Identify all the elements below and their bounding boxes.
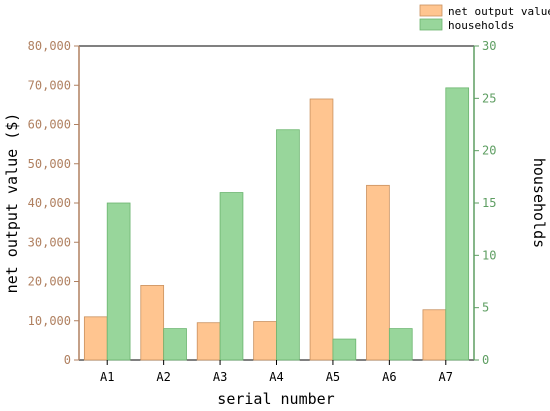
x-axis-title: serial number [217,390,334,408]
bar-households-A6 [388,328,413,361]
bar-net-output-A5 [309,98,334,361]
left-tick-label: 10,000 [28,314,71,328]
x-tick-label-A5: A5 [326,370,340,384]
x-tick-label-A3: A3 [213,370,227,384]
left-tick-label: 20,000 [28,275,71,289]
x-tick-label-A6: A6 [382,370,396,384]
bar-households-A4 [276,129,300,361]
left-tick-label: 0 [64,353,71,367]
legend-swatch-1 [419,18,443,31]
right-tick-label: 10 [482,248,496,262]
bars [83,87,470,361]
right-tick-label: 15 [482,196,496,210]
bar-households-A2 [163,328,187,361]
right-y-axis-title: households [530,158,548,248]
bar-net-output-A6 [366,184,390,361]
left-tick-label: 80,000 [28,39,71,53]
right-y-axis: 0 5 10 15 20 25 30 [473,39,496,367]
left-tick-label: 40,000 [28,196,71,210]
bar-net-output-A7 [422,309,447,361]
right-tick-label: 25 [482,91,496,105]
left-tick-label: 50,000 [28,157,71,171]
bar-households-A5 [332,338,357,361]
right-tick-label: 0 [482,353,489,367]
bar-net-output-A1 [83,316,108,361]
bar-households-A1 [106,202,131,361]
legend-label-0: net output value [448,5,550,18]
bar-households-A3 [219,192,244,361]
left-tick-label: 30,000 [28,235,71,249]
right-tick-label: 30 [482,39,496,53]
bar-households-A7 [445,87,470,361]
x-tick-label-A7: A7 [439,370,453,384]
x-tick-label-A1: A1 [100,370,114,384]
bar-net-output-A4 [253,321,277,361]
x-axis: A1 A2 A3 A4 A5 A6 A7 [100,360,453,384]
right-tick-label: 5 [482,301,489,315]
right-tick-label: 20 [482,144,496,158]
bar-net-output-A3 [196,322,221,361]
bar-net-output-A2 [140,285,165,361]
legend-label-1: households [448,19,514,32]
left-y-axis-title: net output value ($) [3,113,21,294]
left-y-axis: 0 10,000 20,000 30,000 40,000 50,000 60,000 70,… [28,39,80,367]
legend-swatch-0 [419,4,443,17]
x-tick-label-A2: A2 [156,370,170,384]
left-tick-label: 60,000 [28,118,71,132]
left-tick-label: 70,000 [28,78,71,92]
x-tick-label-A4: A4 [269,370,283,384]
